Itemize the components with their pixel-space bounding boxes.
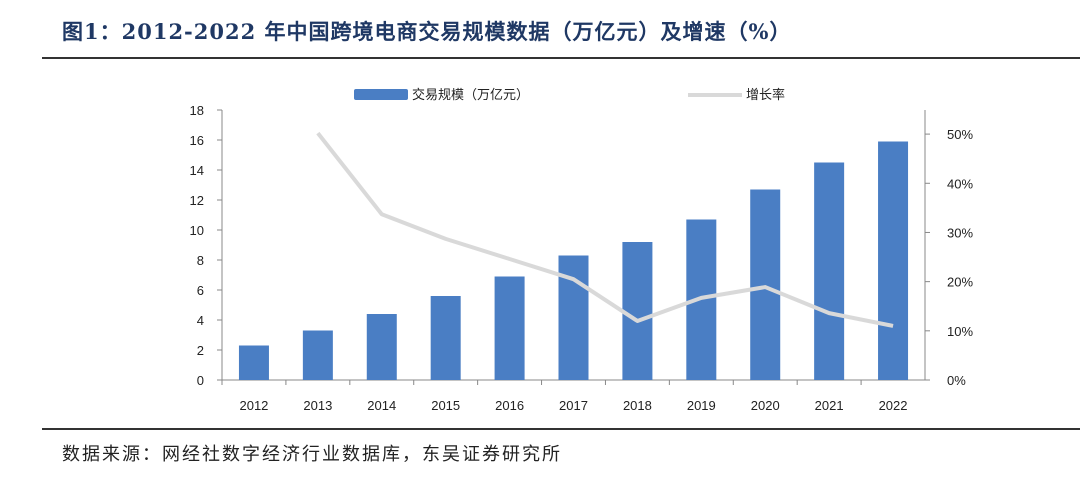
left-tick-label: 2 [197, 343, 204, 358]
bar-2014 [366, 314, 397, 380]
x-tick-label: 2014 [367, 398, 396, 413]
x-tick-label: 2018 [623, 398, 652, 413]
right-tick-label: 50% [947, 127, 973, 142]
x-tick-label: 2019 [687, 398, 716, 413]
bar-2016 [494, 276, 525, 380]
x-tick-label: 2013 [303, 398, 332, 413]
legend-bar-swatch [354, 89, 408, 100]
x-tick-label: 2022 [879, 398, 908, 413]
right-tick-label: 10% [947, 324, 973, 339]
chart: 0 2 4 6 8 10 12 14 16 18 0% 10% 20% 30% 40% 50% 2012 2013… [190, 87, 974, 413]
chart-title: 图1：2012-2022 年中国跨境电商交易规模数据（万亿元）及增速（%） [62, 19, 792, 44]
bar-2020 [750, 189, 781, 380]
left-tick-label: 10 [190, 223, 204, 238]
legend-line-label: 增长率 [746, 87, 785, 102]
title-divider [42, 57, 1080, 59]
bar-2018 [622, 242, 653, 380]
x-tick-label: 2012 [239, 398, 268, 413]
right-tick-label: 0% [947, 373, 966, 388]
bar-2015 [430, 296, 461, 380]
x-tick-label: 2016 [495, 398, 524, 413]
x-tick-label: 2021 [815, 398, 844, 413]
left-tick-label: 12 [190, 193, 204, 208]
left-tick-label: 14 [190, 163, 204, 178]
bar-2012 [238, 345, 269, 380]
x-tick-label: 2017 [559, 398, 588, 413]
left-tick-label: 4 [197, 313, 204, 328]
left-tick-label: 6 [197, 283, 204, 298]
source-note: 数据来源：网经社数字经济行业数据库，东吴证券研究所 [62, 444, 562, 465]
left-tick-label: 16 [190, 133, 204, 148]
bar-2021 [814, 162, 845, 380]
legend-bar-label: 交易规模（万亿元） [412, 87, 529, 102]
right-tick-label: 40% [947, 176, 973, 191]
bar-2022 [878, 141, 909, 380]
bar-2013 [302, 330, 333, 380]
source-divider [42, 428, 1080, 430]
right-tick-label: 30% [947, 225, 973, 240]
growth-rate-line [316, 131, 894, 328]
right-tick-label: 20% [947, 275, 973, 290]
left-tick-label: 0 [197, 373, 204, 388]
left-tick-label: 8 [197, 253, 204, 268]
x-tick-label: 2020 [751, 398, 780, 413]
x-tick-label: 2015 [431, 398, 460, 413]
left-tick-label: 18 [190, 103, 204, 118]
